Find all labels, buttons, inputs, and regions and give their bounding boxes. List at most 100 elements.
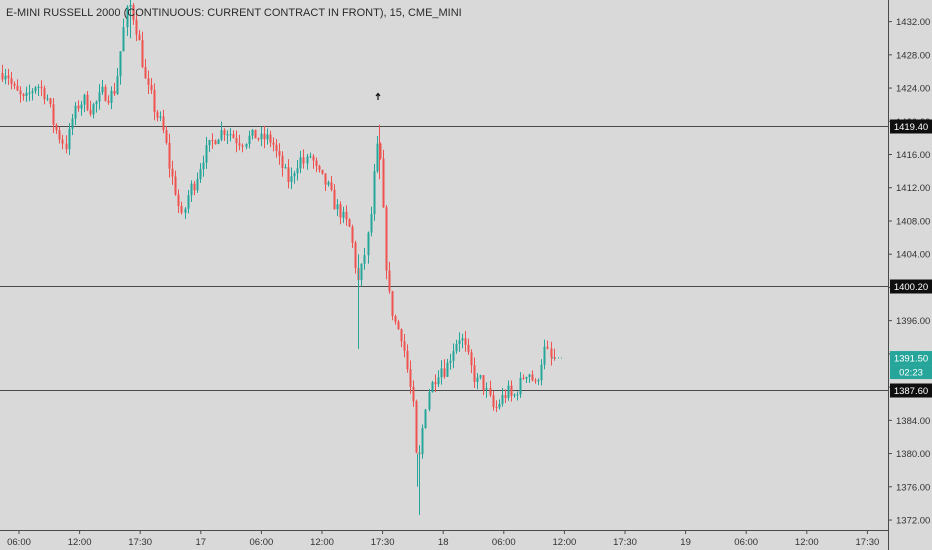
candle-body xyxy=(531,374,534,381)
candle xyxy=(531,370,534,382)
x-tick-label: 12:00 xyxy=(68,537,92,548)
candle xyxy=(528,373,531,383)
candle-body xyxy=(330,182,333,190)
candle xyxy=(272,137,275,152)
candle-body xyxy=(214,140,217,145)
candle xyxy=(550,341,553,366)
candle-body xyxy=(135,19,138,35)
candle xyxy=(406,344,409,373)
candle-body xyxy=(28,92,31,94)
candle-body xyxy=(479,375,482,378)
candle xyxy=(98,84,101,110)
candle-body xyxy=(504,395,507,398)
candle-body xyxy=(409,369,412,387)
x-tick-label: 06:00 xyxy=(250,537,274,548)
candle xyxy=(180,201,183,215)
alert-marker xyxy=(375,92,381,100)
x-tick-label: 12:00 xyxy=(310,537,334,548)
candle-body xyxy=(293,173,296,177)
candle xyxy=(324,173,327,192)
candle-body xyxy=(196,179,199,191)
candle xyxy=(61,134,64,150)
candle xyxy=(428,389,431,412)
candle xyxy=(327,180,330,187)
candle xyxy=(513,393,516,398)
candle xyxy=(443,359,446,379)
candle xyxy=(461,333,464,349)
candle-body xyxy=(217,139,220,145)
candle xyxy=(156,110,159,122)
candle xyxy=(199,163,202,184)
candle-body xyxy=(421,428,424,455)
candle-body xyxy=(485,388,488,390)
candle-body xyxy=(318,165,321,170)
candle xyxy=(455,339,458,354)
candle-body xyxy=(208,140,211,146)
candle-body xyxy=(150,84,153,91)
candle-body xyxy=(168,142,171,169)
x-tick-label: 12:00 xyxy=(553,537,577,548)
x-tick-label: 18 xyxy=(438,537,449,548)
candle xyxy=(153,83,156,121)
candle-body xyxy=(80,104,83,109)
candle xyxy=(379,142,382,160)
y-tick-label: 1396.00 xyxy=(896,316,930,327)
candle xyxy=(238,134,241,151)
plot-background xyxy=(0,0,888,530)
y-tick-label: 1412.00 xyxy=(896,183,930,194)
candle xyxy=(312,154,315,169)
candle-body xyxy=(461,338,464,341)
time-axis[interactable]: 06:00 12:00 17:30 17 06:00 12:00 17:30 18 06:00 1… xyxy=(7,530,879,548)
candle xyxy=(266,128,269,145)
candle xyxy=(248,130,251,149)
candle xyxy=(119,51,122,85)
candle xyxy=(409,360,412,394)
candle-body xyxy=(141,40,144,68)
candle xyxy=(126,5,129,36)
candle-body xyxy=(205,145,208,163)
y-tick-label: 1384.00 xyxy=(896,416,930,427)
candle-body xyxy=(31,91,34,93)
candle xyxy=(492,391,495,411)
y-tick-label: 1372.00 xyxy=(896,516,930,527)
candle-body xyxy=(284,167,287,169)
candle xyxy=(13,81,16,90)
candle-body xyxy=(177,194,180,207)
candle xyxy=(345,205,348,226)
candle xyxy=(214,139,217,145)
candle-body xyxy=(400,329,403,342)
candle-body xyxy=(452,351,455,361)
candle xyxy=(74,102,77,126)
candle-body xyxy=(77,105,80,109)
candle-body xyxy=(119,51,122,77)
candle-body xyxy=(16,85,19,91)
candle-body xyxy=(266,134,269,140)
candle-body xyxy=(235,137,238,144)
candle xyxy=(388,261,391,294)
candle xyxy=(424,408,427,429)
candle-body xyxy=(360,263,363,281)
candle-body xyxy=(211,140,214,142)
candle-body xyxy=(501,395,504,404)
candle-body xyxy=(522,377,525,379)
candle-body xyxy=(406,350,409,370)
candle-body xyxy=(101,86,104,93)
candle xyxy=(177,189,180,214)
candle-body xyxy=(449,360,452,363)
candle-body xyxy=(34,87,37,92)
candle-body xyxy=(52,104,55,125)
candle-body xyxy=(431,382,434,393)
candle-body xyxy=(351,226,354,243)
candle xyxy=(391,290,394,321)
candle-body xyxy=(296,168,299,174)
candle-body xyxy=(226,134,229,136)
candle-body xyxy=(428,392,431,410)
candle xyxy=(446,358,449,378)
candle-body xyxy=(546,346,549,349)
candle-body xyxy=(174,176,177,195)
candle xyxy=(101,79,104,95)
candle xyxy=(525,376,528,384)
candle-body xyxy=(287,167,290,182)
